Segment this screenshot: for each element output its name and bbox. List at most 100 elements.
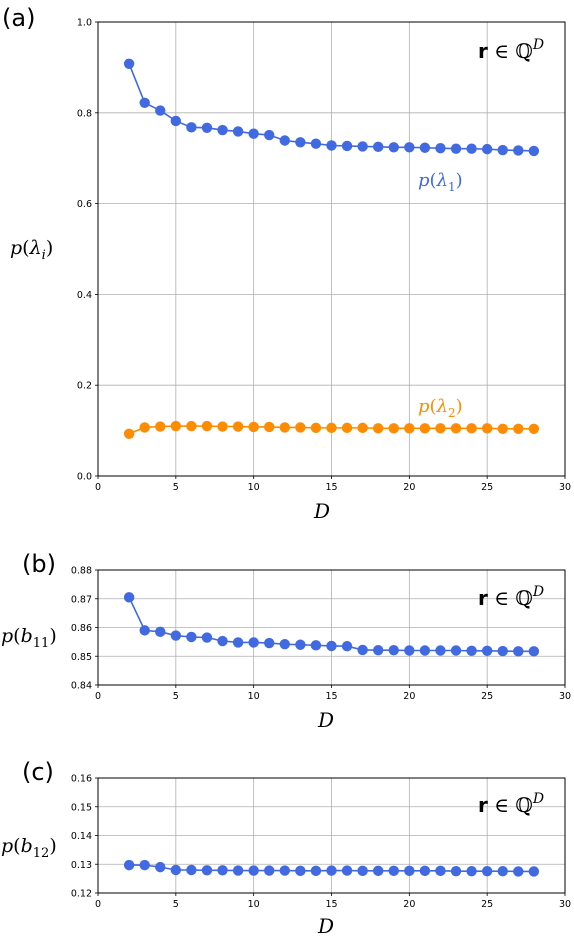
panel-c-ticks: 0 5 10 15 20 25 30 0.12 0.13 0.14 0.15 0.16	[71, 774, 571, 911]
panel-a-series-2-point	[435, 423, 446, 434]
panel-c-series-1-point	[279, 865, 290, 876]
panel-a-tag: (a)	[2, 4, 35, 32]
panel-a-series-1-point	[326, 140, 337, 151]
svg-text:r ∈ ℚD: r ∈ ℚD	[478, 584, 544, 610]
panel-a-series-2-point	[279, 422, 290, 433]
panel-a-ylabel: p(λi)	[10, 237, 53, 263]
panel-b-series-1-point	[139, 625, 150, 636]
svg-text:p(λ1): p(λ1)	[418, 170, 463, 194]
panel-b-series-1-point	[264, 637, 275, 649]
panel-c-series-1-point	[528, 866, 540, 877]
panel-c-xtick-label: 5	[173, 899, 179, 910]
panel-a-series-1-point	[264, 129, 275, 141]
panel-a-series-2-point	[450, 423, 462, 434]
panel-c-series-1-point	[201, 865, 213, 876]
panel-b-series-1-point	[201, 632, 213, 643]
panel-a-xtick-label: 30	[559, 482, 571, 493]
panel-a-series-1-point	[435, 143, 446, 154]
panel-c-ytick-label: 0.15	[71, 802, 92, 813]
panel-a-ytick-label: 0.8	[77, 108, 92, 119]
panel-a-series-2-point	[248, 421, 259, 433]
panel-a-series-2-point	[326, 422, 337, 434]
panel-a-ytick-label: 0.2	[77, 381, 92, 392]
panel-a-series-2-point	[466, 423, 477, 434]
panel-a-ticks: 0 5 10 15 20 25 30 0.0 0.2 0.4 0.6 0.8 1.0	[77, 18, 571, 494]
panel-a-xtick-label: 0	[95, 482, 101, 493]
panel-b-xtick-label: 25	[481, 691, 493, 702]
panel-a-series-2-point	[123, 428, 135, 439]
panel-b-series-1-point	[248, 637, 259, 648]
svg-text:p(b11): p(b11)	[1, 625, 57, 651]
panel-a-series-2-point	[155, 421, 166, 432]
panel-c-series-1-point	[450, 865, 462, 877]
series-label-lambda1: p(λ1)	[418, 170, 463, 194]
panel-b-series-1-point	[513, 646, 524, 657]
panel-c-xlabel: D	[317, 914, 334, 936]
panel-c-series	[123, 859, 540, 877]
panel-b-series-1-point	[186, 631, 197, 643]
panel-c-xtick-label: 30	[559, 899, 571, 910]
panel-b-ytick-label: 0.85	[71, 652, 92, 663]
panel-a-series-2-point	[264, 421, 275, 433]
panel-c-xtick-label: 0	[95, 899, 101, 910]
panel-c-series-1-point	[139, 859, 150, 871]
panel-a-series-2-point	[295, 422, 306, 433]
panel-b-series-1-point	[123, 592, 135, 603]
panel-c-ytick-label: 0.12	[71, 889, 92, 900]
panel-a-ytick-label: 0.0	[77, 472, 92, 483]
panel-a-series-2-point	[310, 422, 322, 434]
panel-a-series-2-point	[139, 422, 150, 433]
panel-c-series-1-point	[466, 865, 477, 877]
panel-a-series-2-point	[419, 423, 431, 434]
panel-a-ytick-label: 0.4	[77, 290, 92, 301]
panel-b-ytick-label: 0.87	[71, 594, 92, 605]
panel-a-series-1-point	[481, 143, 493, 155]
panel-a-series-1-point	[528, 145, 540, 157]
panel-b-ytick-label: 0.88	[71, 566, 92, 577]
panel-c-series-1-point	[326, 865, 337, 876]
panel-c-series-1-point	[264, 865, 275, 876]
panel-b-series	[123, 592, 540, 657]
panel-b: (b) 0 5 10 15 20 25 30 0.84 0.85 0.86 0.87 0.88 p(b…	[1, 550, 571, 732]
panel-b-series-1-point	[326, 640, 337, 652]
panel-a-series-2-point	[481, 423, 493, 434]
panel-a-series-1-point	[513, 145, 524, 156]
panel-c-series-1-point	[186, 864, 197, 876]
panel-a-series-2-point	[373, 423, 384, 434]
panel-a-series-2-point	[513, 423, 524, 434]
panel-b-xtick-label: 30	[559, 691, 571, 702]
panel-c-xtick-label: 25	[481, 899, 493, 910]
panel-a-set-annotation: r ∈ ℚD	[478, 37, 544, 63]
panel-b-xtick-label: 10	[248, 691, 260, 702]
panel-a-series-1-point	[217, 124, 228, 136]
panel-a-series-2-point	[528, 423, 540, 434]
panel-a-series-1-point	[373, 141, 384, 153]
panel-a-series-2-point	[341, 422, 353, 434]
panel-b-xtick-label: 0	[95, 691, 101, 702]
svg-text:r ∈ ℚD: r ∈ ℚD	[478, 37, 544, 63]
panel-a-series-1-point	[170, 115, 182, 127]
panel-a: (a) 0 5 10 15 20 25 30 0.0 0.2 0.4 0.6 0.8 1.0 p(λi)…	[2, 4, 571, 523]
panel-b-xtick-label: 5	[173, 691, 179, 702]
panel-a-series-2-point	[170, 420, 182, 432]
panel-c-series-1-point	[248, 865, 259, 876]
panel-c-xtick-label: 10	[248, 899, 260, 910]
panel-a-series-1-point	[139, 97, 150, 109]
panel-c-series-1-point	[123, 859, 135, 871]
panel-b-series-1-point	[373, 645, 384, 656]
panel-c-series-1-point	[481, 865, 493, 877]
panel-a-xtick-label: 25	[481, 482, 493, 493]
panel-a-series-1-point	[155, 105, 166, 116]
panel-c-series-1-point	[217, 865, 228, 876]
panel-c-series-1-point	[341, 865, 353, 876]
panel-a-series-1-point	[466, 143, 477, 154]
panel-a-series-2-point	[404, 423, 415, 434]
panel-c-xtick-label: 15	[325, 899, 337, 910]
panel-c: (c) 0 5 10 15 20 25 30 0.12 0.13 0.14 0.15 0.16 p(b…	[1, 758, 571, 936]
panel-a-ytick-label: 0.6	[77, 199, 92, 210]
panel-b-series-1-point	[419, 645, 431, 656]
panel-c-xtick-label: 20	[403, 899, 415, 910]
svg-text:r ∈ ℚD: r ∈ ℚD	[478, 791, 544, 817]
panel-c-series-1-point	[435, 865, 446, 877]
panel-b-series-1-point	[155, 626, 166, 638]
